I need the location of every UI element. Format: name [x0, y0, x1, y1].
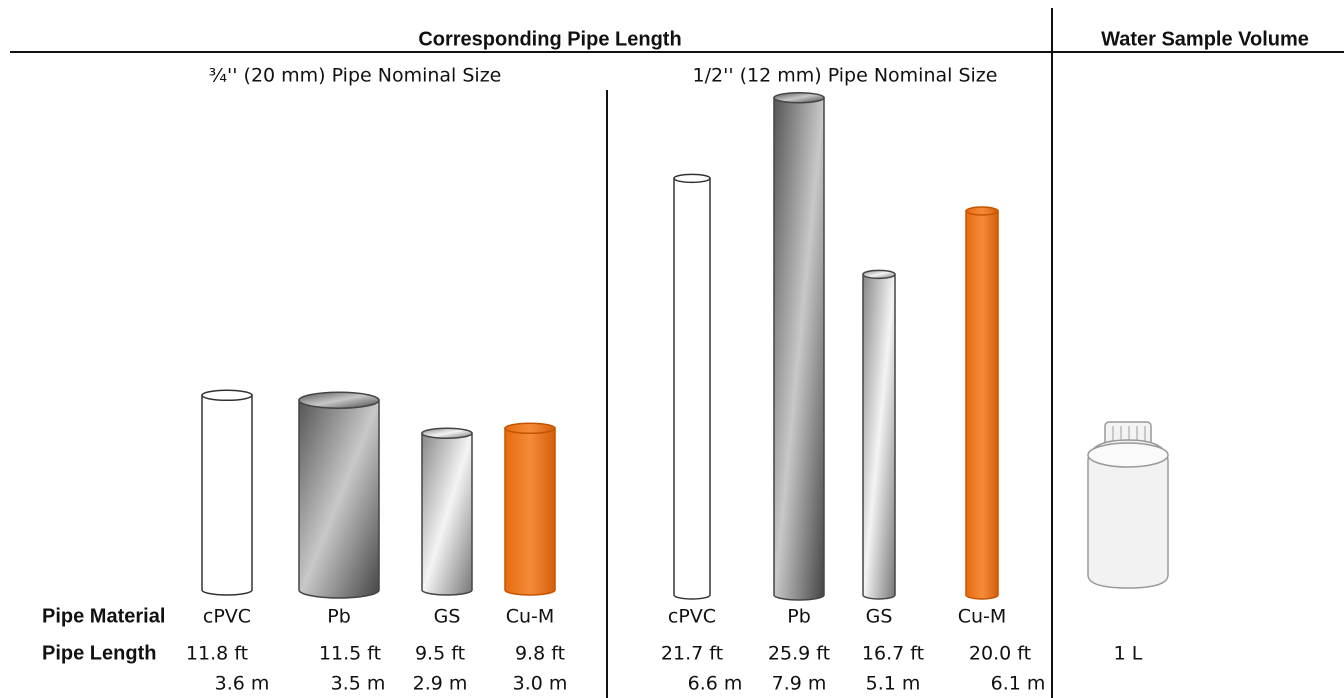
- length-m: 5.1 m: [866, 673, 921, 695]
- pipe-part: [422, 428, 472, 438]
- pipe: [966, 207, 998, 599]
- pipe-part: [299, 400, 379, 598]
- pipe: [505, 423, 555, 595]
- pipe-part: [774, 98, 824, 600]
- pipe-part: [202, 395, 252, 595]
- pipe: [202, 390, 252, 595]
- pipe-part: [422, 433, 472, 595]
- length-ft: 16.7 ft: [862, 643, 924, 665]
- pipe-part: [674, 174, 710, 182]
- header-title: Corresponding Pipe Length: [418, 28, 681, 50]
- length-ft: 20.0 ft: [969, 643, 1031, 665]
- row-label: Pipe Length: [42, 642, 156, 664]
- length-ft: 25.9 ft: [768, 643, 830, 665]
- length-ft: 9.5 ft: [415, 643, 465, 665]
- length-m: 6.6 m: [688, 673, 743, 695]
- length-m: 3.0 m: [513, 673, 568, 695]
- pipe-part: [299, 392, 379, 408]
- group-title: 1/2'' (12 mm) Pipe Nominal Size: [693, 65, 998, 87]
- pipe-part: [505, 428, 555, 595]
- pipe-part: [774, 93, 824, 103]
- pipe: [422, 428, 472, 595]
- diagram: Corresponding Pipe Length Water Sample V…: [0, 0, 1344, 698]
- length-ft: 9.8 ft: [515, 643, 565, 665]
- row-label: Pipe Material: [42, 605, 165, 627]
- pipe: [774, 93, 824, 600]
- length-m: 3.6 m: [215, 673, 270, 695]
- pipe-part: [863, 274, 895, 599]
- material-label: Cu-M: [506, 606, 555, 628]
- pipe: [863, 270, 895, 599]
- pipe-part: [966, 207, 998, 215]
- pipe-part: [966, 211, 998, 599]
- pipe-part: [863, 270, 895, 278]
- pipe-part: [674, 178, 710, 599]
- pipe-part: [202, 390, 252, 400]
- bottle: [1088, 422, 1168, 588]
- material-label: GS: [434, 606, 461, 628]
- material-label: cPVC: [203, 606, 251, 628]
- pipe: [674, 174, 710, 599]
- length-m: 6.1 m: [991, 673, 1046, 695]
- length-m: 7.9 m: [772, 673, 827, 695]
- length-ft: 11.5 ft: [319, 643, 381, 665]
- material-label: Pb: [787, 606, 811, 628]
- volume-label: 1 L: [1114, 643, 1143, 665]
- length-ft: 11.8 ft: [186, 643, 248, 665]
- material-label: cPVC: [668, 606, 716, 628]
- length-m: 2.9 m: [413, 673, 468, 695]
- length-ft: 21.7 ft: [661, 643, 723, 665]
- group-title: ¾'' (20 mm) Pipe Nominal Size: [209, 65, 502, 87]
- material-label: Cu-M: [958, 606, 1007, 628]
- length-m: 3.5 m: [331, 673, 386, 695]
- page: Corresponding Pipe Length Water Sample V…: [0, 0, 1344, 698]
- material-label: GS: [866, 606, 893, 628]
- volume-title: Water Sample Volume: [1101, 28, 1309, 50]
- pipe: [299, 392, 379, 598]
- pipe-part: [505, 423, 555, 433]
- material-label: Pb: [327, 606, 351, 628]
